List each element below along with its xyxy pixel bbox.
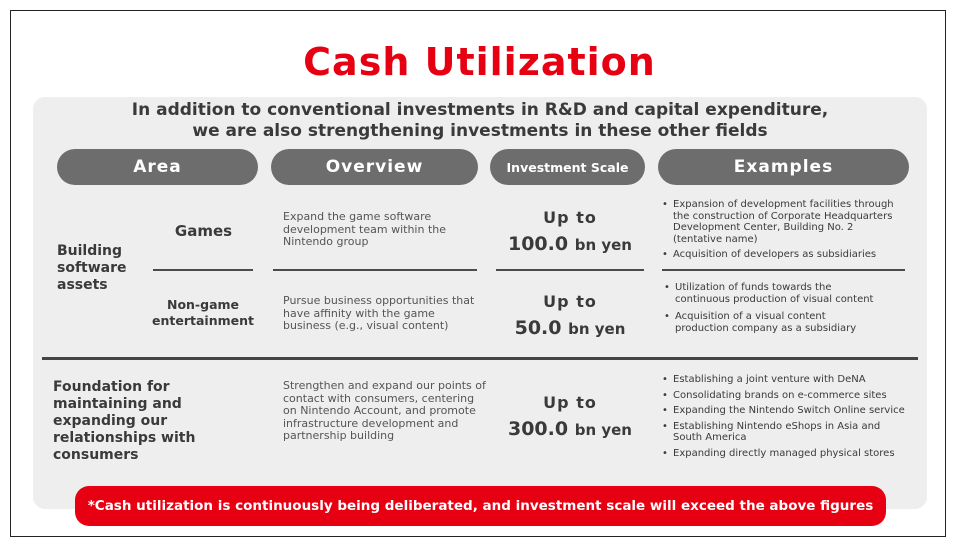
scale-prefix: Up to: [543, 208, 597, 227]
sub-area-line: Non-game: [166, 297, 240, 312]
overview-non-game: Pursue business opportunities that have …: [283, 294, 475, 332]
area-line: consumers: [53, 447, 139, 463]
footer-note: *Cash utilization is continuously being …: [75, 486, 886, 526]
row-divider: [496, 269, 644, 271]
scale-unit: bn yen: [574, 236, 632, 254]
overview-games: Expand the game software development tea…: [283, 210, 447, 248]
area-line: Foundation for: [53, 379, 170, 395]
sub-area-games: Games: [174, 222, 233, 240]
header-investment-scale: Investment Scale: [490, 149, 645, 185]
area-line: assets: [57, 277, 108, 293]
scale-amount: 50.0 bn yen: [495, 317, 645, 339]
scale-value: 50.0: [514, 317, 562, 339]
example-item: Expanding directly managed physical stor…: [662, 448, 912, 460]
example-item: Acquisition of developers as subsidiarie…: [662, 249, 904, 261]
subtitle-line-1: In addition to conventional investments …: [131, 100, 829, 120]
scale-prefix: Up to: [543, 393, 597, 412]
row-divider: [662, 269, 905, 271]
scale-prefix: Up to: [543, 292, 597, 311]
examples-games: Expansion of development facilities thro…: [662, 199, 904, 265]
area-line: maintaining and: [53, 396, 182, 412]
header-area: Area: [57, 149, 258, 185]
slide-frame: [10, 10, 946, 537]
area-line: expanding our: [53, 413, 168, 429]
scale-value: 100.0: [507, 233, 569, 255]
examples-non-game: Utilization of funds towards the continu…: [664, 282, 879, 338]
area-line: relationships with: [53, 430, 196, 446]
subtitle-line-2: we are also strengthening investments in…: [192, 121, 768, 141]
area-line: software: [57, 260, 127, 276]
scale-unit: bn yen: [568, 320, 626, 338]
page-title: Cash Utilization: [303, 40, 656, 84]
area-line: Building: [57, 243, 123, 259]
header-overview: Overview: [271, 149, 478, 185]
examples-foundation: Establishing a joint venture with DeNA C…: [662, 374, 912, 463]
row-divider: [273, 269, 477, 271]
example-item: Utilization of funds towards the continu…: [664, 282, 879, 305]
area-building-software-assets: Building software assets: [57, 243, 127, 294]
scale-amount: 300.0 bn yen: [495, 418, 645, 440]
section-divider: [42, 357, 918, 360]
example-item: Establishing a joint venture with DeNA: [662, 374, 912, 386]
area-foundation: Foundation for maintaining and expanding…: [53, 379, 195, 464]
example-item: Expanding the Nintendo Switch Online ser…: [662, 405, 912, 417]
example-item: Acquisition of a visual content producti…: [664, 311, 879, 334]
scale-unit: bn yen: [574, 421, 632, 439]
example-item: Establishing Nintendo eShops in Asia and…: [662, 421, 912, 444]
row-divider: [153, 269, 253, 271]
sub-area-line: entertainment: [152, 313, 254, 328]
scale-value: 300.0: [507, 418, 569, 440]
overview-foundation: Strengthen and expand our points of cont…: [283, 379, 486, 442]
scale-non-game: Up to 50.0 bn yen: [495, 292, 645, 339]
example-item: Expansion of development facilities thro…: [662, 199, 904, 245]
scale-foundation: Up to 300.0 bn yen: [495, 393, 645, 440]
sub-area-non-game: Non-game entertainment: [147, 297, 259, 329]
scale-amount: 100.0 bn yen: [495, 233, 645, 255]
header-examples: Examples: [658, 149, 909, 185]
subtitle: In addition to conventional investments …: [33, 100, 927, 142]
scale-games: Up to 100.0 bn yen: [495, 208, 645, 255]
example-item: Consolidating brands on e-commerce sites: [662, 390, 912, 402]
